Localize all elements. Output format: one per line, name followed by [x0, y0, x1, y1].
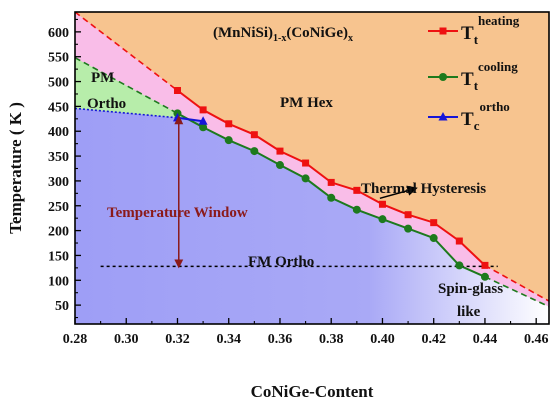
label-thermal-hysteresis: Thermal Hysteresis	[361, 181, 486, 197]
marker-cooling	[378, 215, 387, 224]
composition-middle: (CoNiGe)	[286, 25, 348, 41]
axes: 0.28 0.30 0.32 0.34 0.36 0.38 0.40 0.42 0.44 0.46…	[48, 18, 549, 347]
y-axis-title: Temperature ( K )	[6, 102, 25, 234]
legend-superscript: heating	[478, 13, 520, 28]
legend-marker	[438, 112, 448, 121]
extrapolation-ortho-left	[75, 107, 178, 119]
x-tick-label: 0.34	[216, 332, 241, 347]
marker-ortho	[198, 116, 208, 125]
marker-heating	[404, 211, 412, 219]
marker-heating	[327, 178, 335, 186]
composition-sub2: x	[348, 33, 353, 44]
composition-label: (MnNiSi)1-x(CoNiGe)x	[213, 25, 353, 44]
marker-cooling	[301, 174, 310, 183]
x-tick-label: 0.44	[473, 332, 498, 347]
marker-heating	[430, 219, 438, 227]
marker-heating	[302, 159, 310, 167]
marker-cooling	[275, 161, 284, 170]
marker-heating	[173, 86, 181, 94]
y-tick-label: 350	[48, 150, 69, 165]
legend-label: Tt cooling	[461, 59, 518, 93]
y-tick-label: 450	[48, 100, 69, 115]
marker-cooling	[352, 205, 361, 214]
legend-subscript: t	[474, 78, 479, 93]
y-tick-label: 400	[48, 125, 69, 140]
marker-heating	[353, 186, 361, 194]
marker-cooling	[455, 261, 464, 270]
region-fm-ortho	[75, 108, 549, 324]
extrapolation-heating-left	[75, 12, 178, 92]
marker-cooling	[327, 193, 336, 202]
label-spin-glass-line1: Spin-glass	[438, 281, 503, 297]
label-pm-ortho-line2: Ortho	[87, 96, 126, 112]
marker-heating	[481, 261, 489, 269]
y-tick-label: 50	[55, 299, 69, 314]
x-axis-title: CoNiGe-Content	[251, 382, 374, 401]
marker-cooling	[429, 234, 438, 243]
y-tick-label: 550	[48, 51, 69, 66]
x-tick-label: 0.42	[421, 332, 446, 347]
legend-marker	[439, 73, 447, 81]
extrapolation-heating-right	[484, 264, 549, 302]
x-tick-label: 0.28	[63, 332, 88, 347]
legend: Tt heating Tt cooling Tc ortho	[428, 13, 520, 133]
marker-cooling	[404, 224, 413, 233]
marker-heating	[378, 200, 386, 208]
marker-cooling	[480, 272, 489, 281]
x-tick-label: 0.32	[165, 332, 190, 347]
legend-superscript: ortho	[479, 99, 509, 114]
legend-subscript: t	[474, 32, 479, 47]
label-fm-ortho: FM Ortho	[248, 254, 314, 270]
data-markers	[172, 86, 489, 281]
label-pm-hex: PM Hex	[280, 95, 333, 111]
marker-cooling	[199, 123, 208, 132]
marker-heating	[199, 106, 207, 114]
legend-symbol: T	[461, 23, 474, 44]
marker-cooling	[224, 136, 233, 145]
x-tick-label: 0.30	[114, 332, 139, 347]
legend-item-ortho: Tc ortho	[428, 99, 510, 133]
composition-sub1: 1-x	[273, 33, 286, 44]
legend-item-cooling: Tt cooling	[428, 59, 518, 93]
marker-heating	[276, 147, 284, 155]
legend-label: Tc ortho	[461, 99, 510, 133]
marker-heating	[225, 120, 233, 128]
y-tick-label: 600	[48, 26, 69, 41]
y-tick-label: 250	[48, 200, 69, 215]
marker-cooling	[250, 147, 259, 156]
legend-item-heating: Tt heating	[428, 13, 520, 47]
legend-superscript: cooling	[478, 59, 518, 74]
legend-label: Tt heating	[461, 13, 520, 47]
extrapolation-cooling-right	[484, 276, 549, 308]
x-tick-label: 0.36	[268, 332, 293, 347]
y-tick-label: 300	[48, 175, 69, 190]
marker-heating	[250, 131, 258, 139]
label-temperature-window: Temperature Window	[107, 205, 248, 221]
y-tick-label: 500	[48, 76, 69, 91]
label-pm-ortho-line1: PM	[91, 70, 114, 86]
annotations	[174, 115, 418, 269]
y-tick-label: 150	[48, 249, 69, 264]
y-tick-label: 100	[48, 274, 69, 289]
x-tick-label: 0.38	[319, 332, 344, 347]
legend-symbol: T	[461, 69, 474, 90]
x-tick-label: 0.46	[524, 332, 549, 347]
legend-marker	[439, 27, 447, 35]
label-spin-glass-line2: like	[457, 304, 481, 320]
marker-heating	[455, 237, 463, 245]
composition-prefix: (MnNiSi)	[213, 25, 273, 41]
legend-subscript: c	[474, 118, 480, 133]
y-tick-label: 200	[48, 225, 69, 240]
x-tick-label: 0.40	[370, 332, 395, 347]
hysteresis-arrow	[379, 185, 418, 200]
legend-symbol: T	[461, 109, 474, 130]
